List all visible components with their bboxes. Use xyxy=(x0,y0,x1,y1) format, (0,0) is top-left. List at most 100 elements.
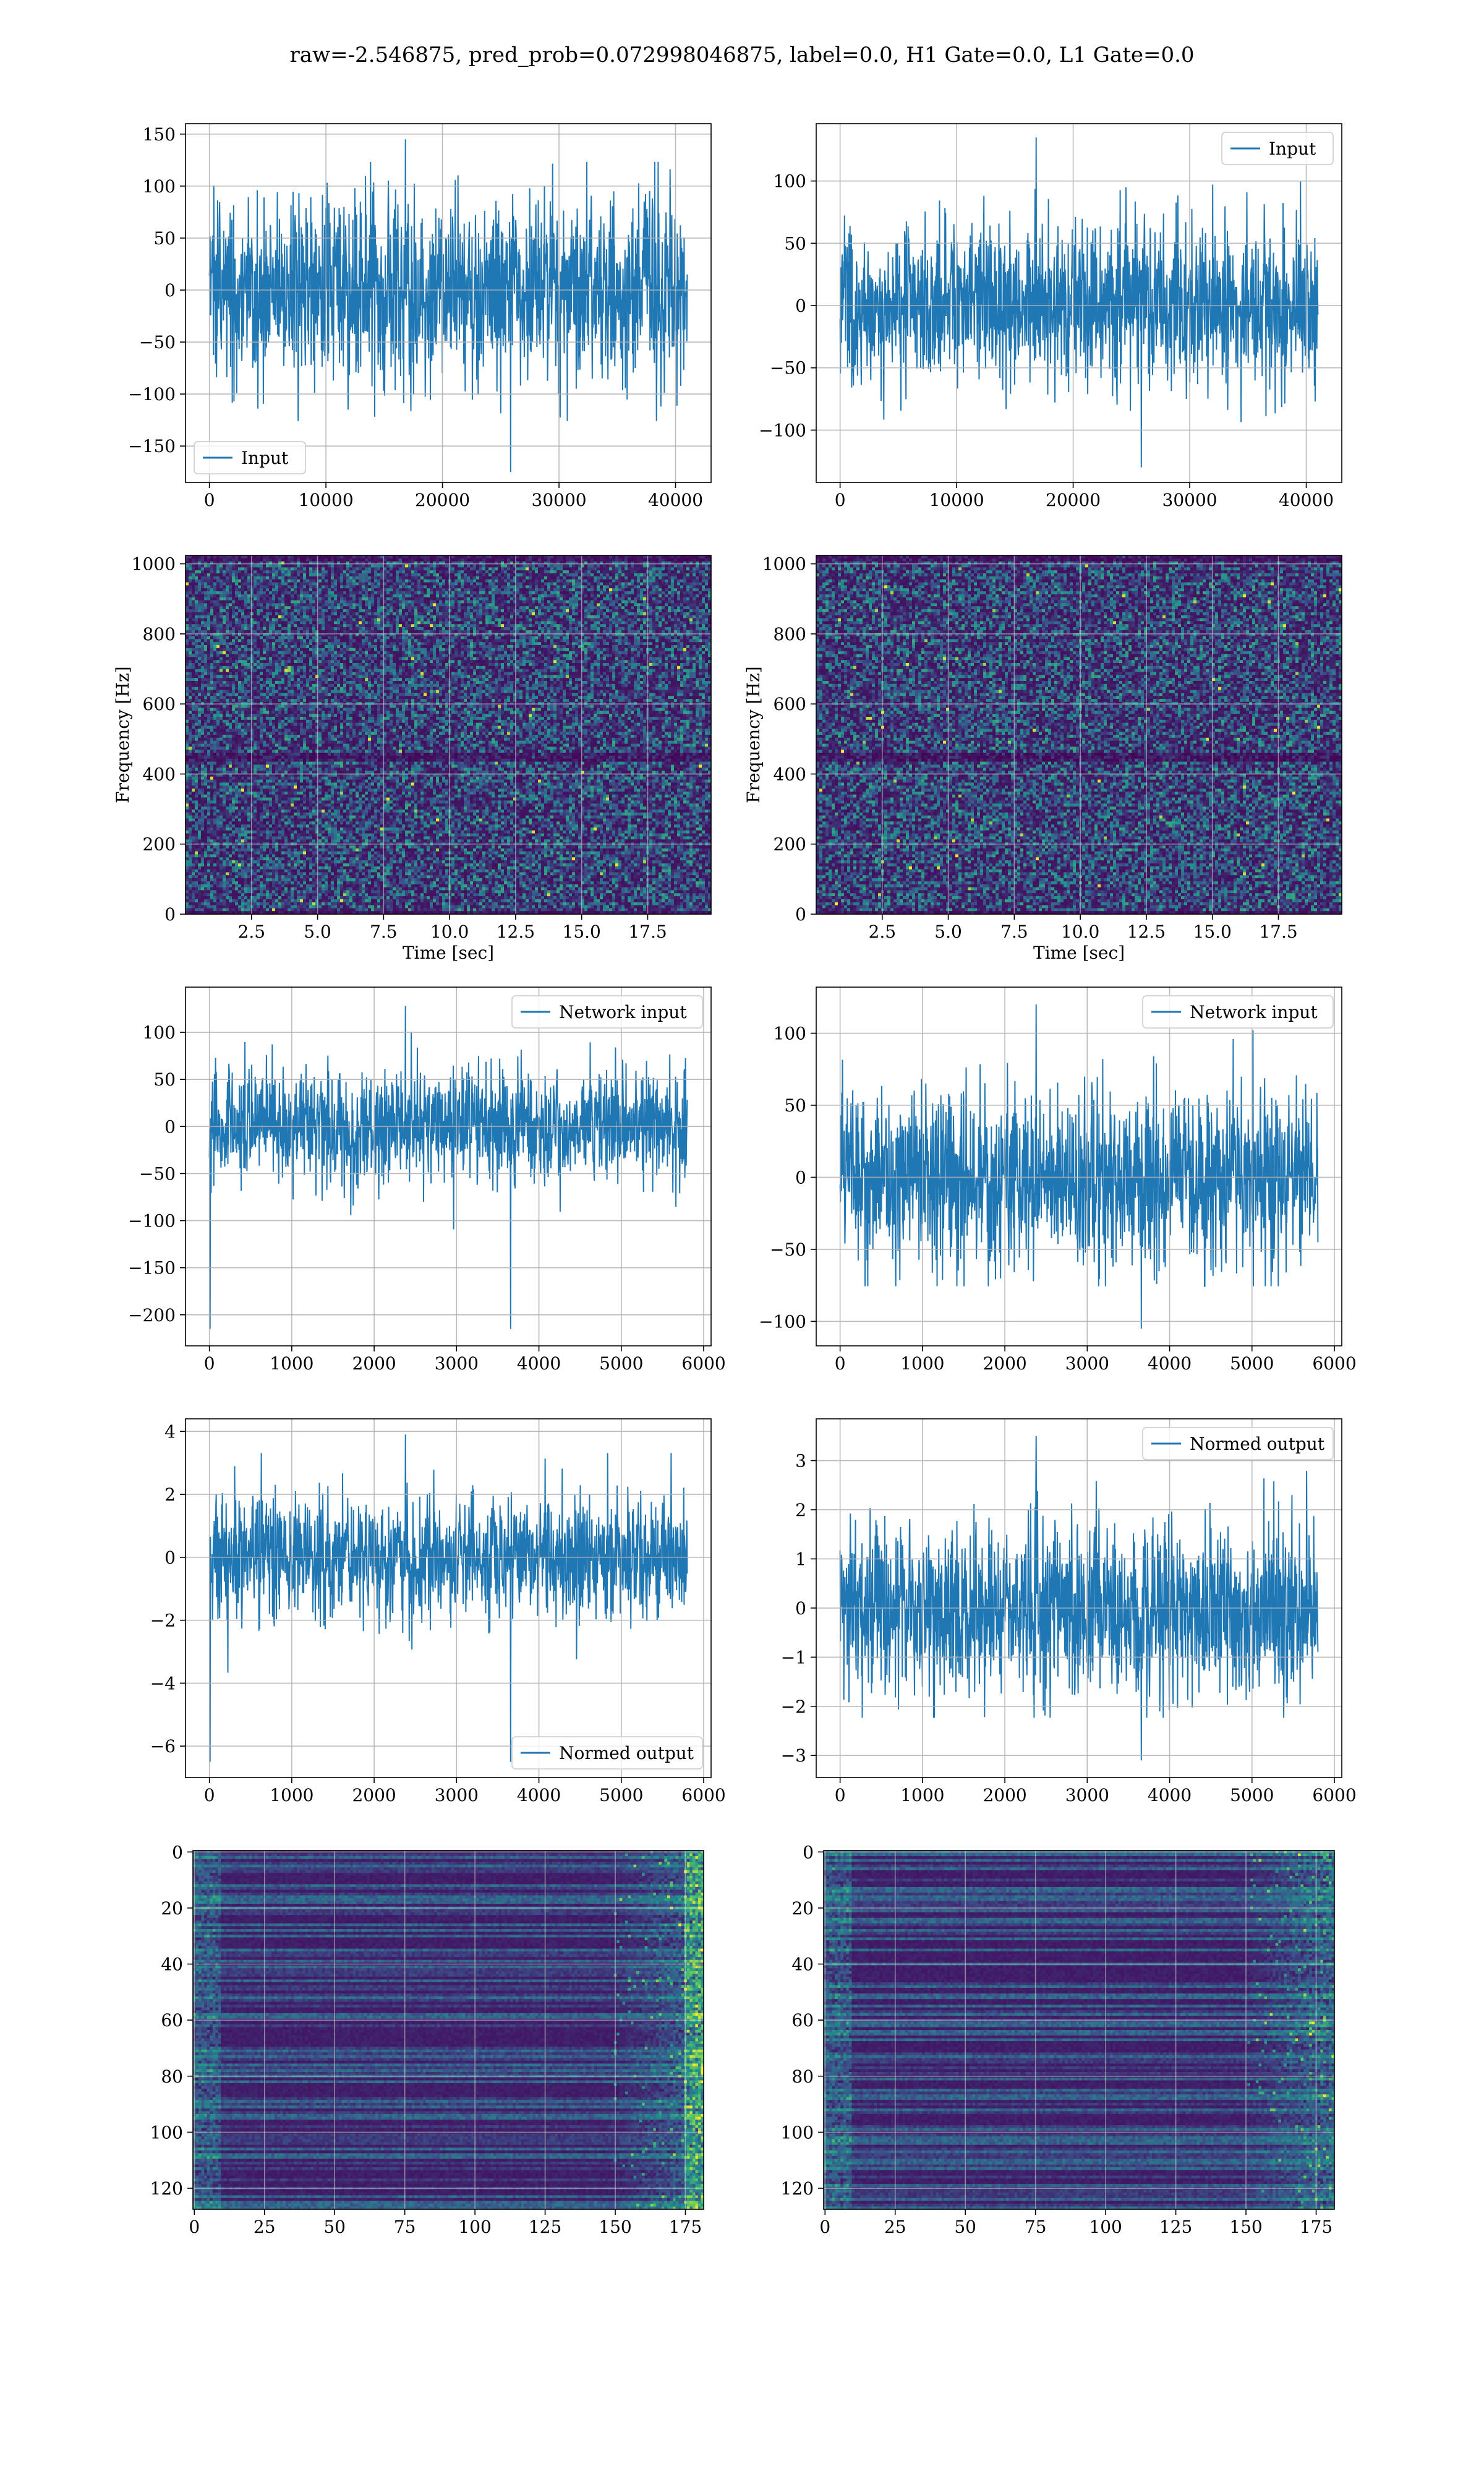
x-tick-label: 10.0 xyxy=(430,922,469,942)
y-tick-label: 0 xyxy=(803,1842,814,1862)
x-tick-label: 75 xyxy=(1025,2217,1047,2237)
y-axis-label: Frequency [Hz] xyxy=(743,666,764,803)
y-tick-label: 200 xyxy=(143,834,176,855)
subplot-grid: 0 10000 20000 30000 40000−150−100−5005010015… xyxy=(113,124,1357,2237)
y-tick-label: 0 xyxy=(795,1167,806,1188)
y-tick-label: 600 xyxy=(774,694,806,714)
x-tick-label: 17.5 xyxy=(1259,922,1297,942)
heatmap-cells xyxy=(824,1851,1335,2210)
x-tick-label: 3000 xyxy=(435,1353,479,1374)
x-tick-label: 75 xyxy=(394,2217,416,2237)
x-tick-label: 25 xyxy=(254,2217,276,2237)
series-line xyxy=(840,1004,1318,1329)
legend-label: Input xyxy=(241,448,289,468)
x-tick-label: 0 xyxy=(835,1785,846,1805)
axes-frame xyxy=(186,987,711,1346)
x-tick-label: 5000 xyxy=(599,1353,643,1374)
x-tick-label: 40000 xyxy=(1279,490,1334,510)
y-tick-label: 0 xyxy=(164,1547,176,1568)
x-tick-label: 6000 xyxy=(1312,1785,1356,1805)
axes-frame xyxy=(186,1419,711,1778)
y-tick-label: 100 xyxy=(774,171,806,192)
x-axis-label: Time [sec] xyxy=(1033,943,1125,963)
y-tick-label: 60 xyxy=(791,2010,814,2031)
y-tick-label: 800 xyxy=(143,624,176,644)
x-tick-label: 1000 xyxy=(270,1353,313,1374)
legend: Network input xyxy=(1143,996,1333,1028)
x-tick-label: 12.5 xyxy=(497,922,535,942)
y-tick-label: 0 xyxy=(164,280,176,301)
y-tick-label: −100 xyxy=(759,1311,806,1332)
y-tick-label: 0 xyxy=(795,1598,806,1619)
heatmap-cells xyxy=(193,1851,704,2210)
y-tick-label: 100 xyxy=(143,176,176,197)
y-tick-label: 200 xyxy=(774,834,806,855)
x-tick-label: 3000 xyxy=(1065,1353,1109,1374)
y-axis-label: Frequency [Hz] xyxy=(113,666,133,803)
y-tick-label: 20 xyxy=(791,1898,814,1919)
x-tick-label: 2.5 xyxy=(238,922,266,942)
x-tick-label: 1000 xyxy=(270,1785,313,1805)
x-tick-label: 100 xyxy=(1089,2217,1122,2237)
y-tick-label: 80 xyxy=(791,2066,814,2087)
y-tick-label: 100 xyxy=(774,1024,806,1044)
subplot-p31: 0 1000 2000 3000 4000 5000 6000−3−2−10123Norme… xyxy=(781,1419,1357,1805)
x-axis-label: Time [sec] xyxy=(403,943,494,963)
x-tick-label: 0 xyxy=(204,490,215,510)
y-tick-label: −50 xyxy=(139,1163,176,1184)
x-tick-label: 6000 xyxy=(681,1353,725,1374)
y-tick-label: 800 xyxy=(774,624,806,644)
x-tick-label: 10000 xyxy=(299,490,354,510)
y-tick-label: 1000 xyxy=(762,554,806,575)
y-tick-label: −2 xyxy=(150,1611,176,1631)
y-tick-label: 1 xyxy=(795,1549,806,1569)
legend: Network input xyxy=(512,996,702,1028)
y-tick-label: 1000 xyxy=(132,554,176,575)
y-tick-label: 0 xyxy=(795,296,806,316)
x-tick-label: 125 xyxy=(1159,2217,1192,2237)
y-tick-label: 0 xyxy=(795,904,806,925)
heatmap-cells xyxy=(816,555,1342,915)
series-line xyxy=(210,1434,688,1761)
subplot-p11: 2.5 5.0 7.5 10.0 12.5 15.0 17.5020040060080010… xyxy=(743,554,1342,963)
subplot-p30: 0 1000 2000 3000 4000 5000 6000−6−4−2024Normed… xyxy=(150,1419,726,1805)
y-tick-label: 100 xyxy=(781,2122,814,2142)
y-tick-label: −50 xyxy=(770,358,806,379)
legend: Normed output xyxy=(1143,1427,1333,1460)
x-tick-label: 10.0 xyxy=(1061,922,1099,942)
subplot-p00: 0 10000 20000 30000 40000−150−100−5005010015… xyxy=(128,124,711,510)
x-tick-label: 6000 xyxy=(681,1785,725,1805)
x-tick-label: 7.5 xyxy=(370,922,398,942)
y-tick-label: 50 xyxy=(153,1069,176,1090)
x-tick-label: 20000 xyxy=(415,490,470,510)
x-tick-label: 1000 xyxy=(900,1353,944,1374)
x-tick-label: 2000 xyxy=(352,1785,396,1805)
x-tick-label: 12.5 xyxy=(1127,922,1166,942)
y-tick-label: 60 xyxy=(161,2010,183,2031)
y-tick-label: 2 xyxy=(164,1484,176,1505)
y-tick-label: 3 xyxy=(795,1451,806,1471)
y-tick-label: 120 xyxy=(781,2178,814,2199)
x-tick-label: 3000 xyxy=(1065,1785,1109,1805)
y-tick-label: 400 xyxy=(143,764,176,784)
y-tick-label: −100 xyxy=(759,420,806,440)
x-tick-label: 2.5 xyxy=(869,922,897,942)
y-tick-label: −6 xyxy=(150,1736,176,1757)
legend-label: Network input xyxy=(1190,1002,1318,1022)
x-tick-label: 30000 xyxy=(1162,490,1217,510)
x-tick-label: 10000 xyxy=(929,490,984,510)
x-tick-label: 150 xyxy=(1229,2217,1262,2237)
y-tick-label: 20 xyxy=(161,1898,183,1919)
y-tick-label: 120 xyxy=(150,2178,183,2199)
y-tick-label: 2 xyxy=(795,1500,806,1520)
x-tick-label: 4000 xyxy=(1148,1353,1192,1374)
x-tick-label: 7.5 xyxy=(1000,922,1028,942)
y-tick-label: −150 xyxy=(128,1258,176,1278)
x-tick-label: 0 xyxy=(189,2217,200,2237)
x-tick-label: 0 xyxy=(204,1785,215,1805)
x-tick-label: 50 xyxy=(954,2217,976,2237)
y-tick-label: −1 xyxy=(781,1647,806,1667)
subplot-p20: 0 1000 2000 3000 4000 5000 6000−200−150−100−50… xyxy=(128,987,726,1374)
y-tick-label: −100 xyxy=(128,384,176,404)
